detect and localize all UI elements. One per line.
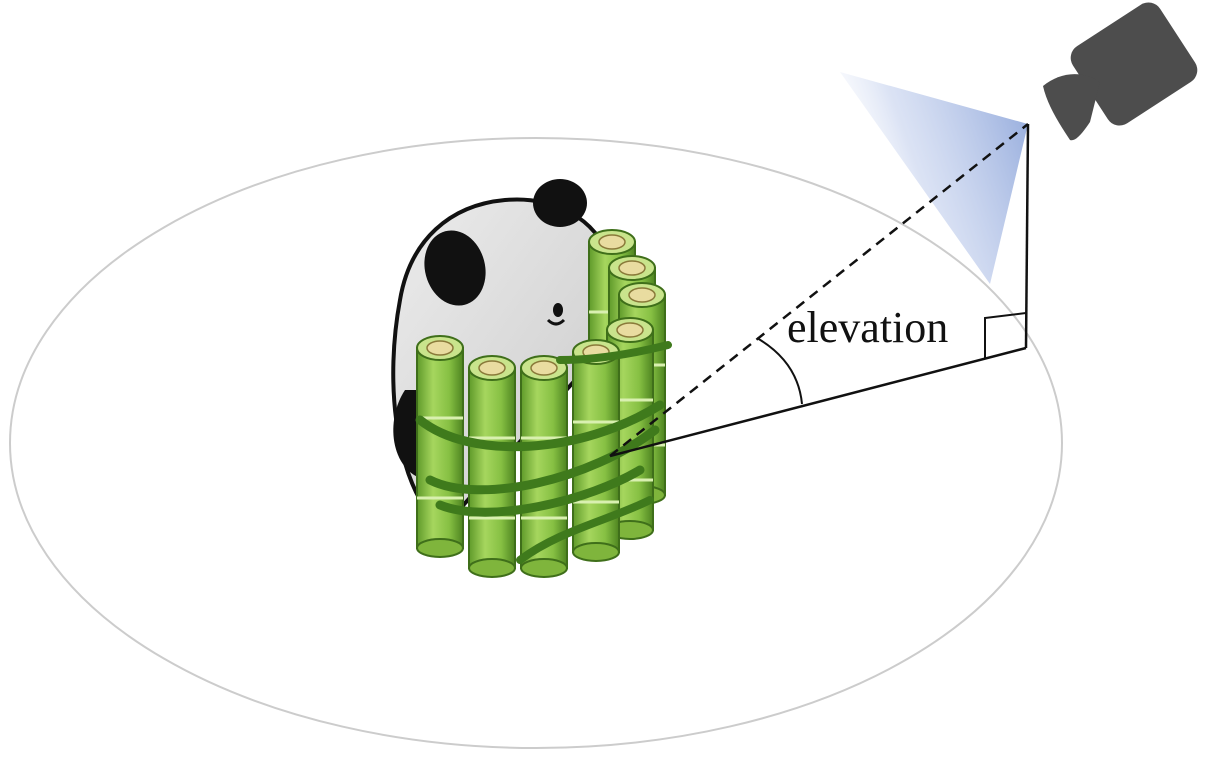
right-angle-marker	[984, 312, 1027, 358]
line-of-sight-dashed	[609, 123, 1029, 457]
elevation-angle-arc	[756, 337, 803, 405]
panda-with-bamboo-bundle	[391, 179, 672, 579]
camera-view-cone	[840, 72, 1028, 284]
camera-icon	[1043, 2, 1198, 141]
bamboo-binding-upper	[415, 400, 665, 452]
panda-ear-right	[533, 179, 587, 227]
panda-nose	[553, 303, 563, 317]
vertical-height-line	[1024, 123, 1030, 349]
camera-body	[1070, 2, 1198, 126]
panda-eye-patch	[424, 230, 486, 306]
bamboo-binding-lower	[435, 465, 645, 517]
camera-lens	[1043, 74, 1100, 141]
elevation-label: elevation	[787, 303, 948, 352]
ground-projection-line	[609, 346, 1027, 458]
bamboo-binding-diagonal	[516, 496, 654, 564]
ground-orbit-ellipse	[9, 137, 1063, 749]
bamboo-binding-middle	[425, 425, 660, 495]
panda-mouth	[546, 318, 566, 326]
bamboo-binding-top	[556, 341, 672, 364]
